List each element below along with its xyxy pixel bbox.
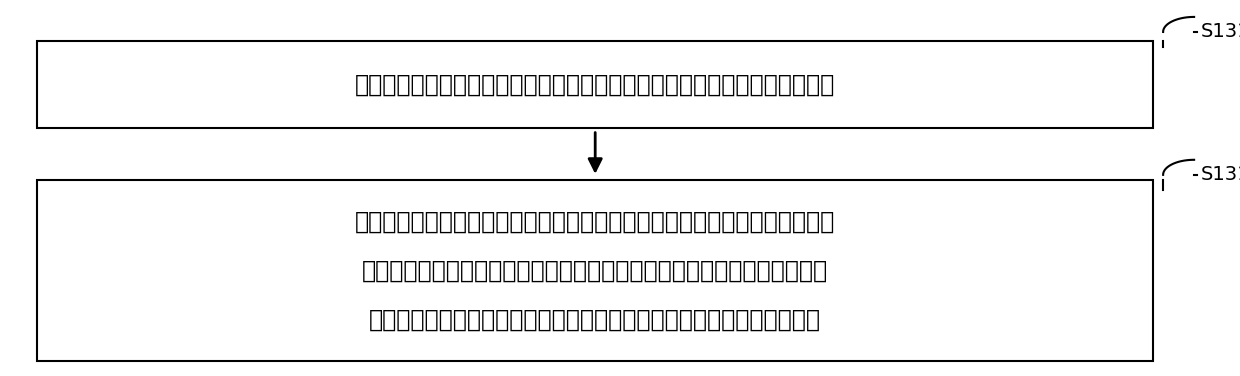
FancyBboxPatch shape: [37, 180, 1153, 361]
Text: 面的方向上敷设配管至预定位置，并在所述预定位置处形成圆弧形拐点。: 面的方向上敷设配管至预定位置，并在所述预定位置处形成圆弧形拐点。: [370, 308, 821, 332]
Text: S1311: S1311: [1200, 23, 1240, 41]
FancyBboxPatch shape: [37, 41, 1153, 128]
Text: 配管外径，从所述管口定点坐标值对应的管口位置开始在垂直于所述二维平: 配管外径，从所述管口定点坐标值对应的管口位置开始在垂直于所述二维平: [362, 259, 828, 283]
Text: 根据所述相对楼板的管口距离信息确定垂直于所述二维平面的方向的坐标值；: 根据所述相对楼板的管口距离信息确定垂直于所述二维平面的方向的坐标值；: [355, 73, 836, 97]
Text: 在电气配管的垂直段模式下，根据垂直于所述二维平面的方向的坐标值和所述: 在电气配管的垂直段模式下，根据垂直于所述二维平面的方向的坐标值和所述: [355, 210, 836, 234]
Text: S1312: S1312: [1200, 165, 1240, 184]
